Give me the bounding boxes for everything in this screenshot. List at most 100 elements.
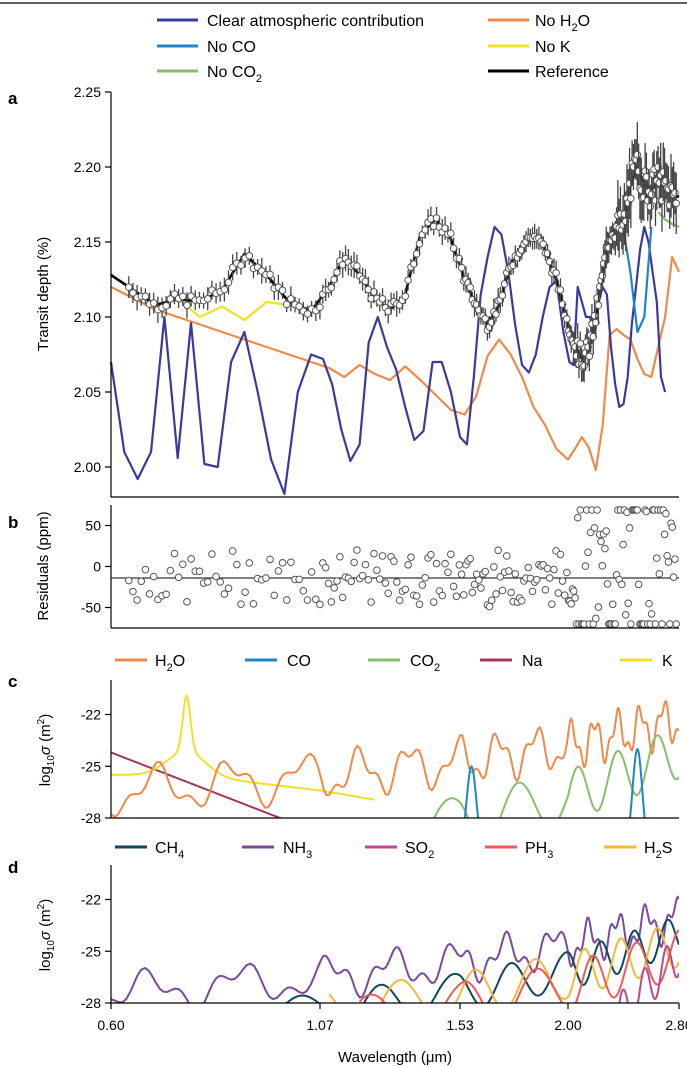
legend-c: H2O CO CO2 Na K [115,653,673,674]
residual-point [427,550,435,559]
residual-point [645,599,653,608]
residual-point [395,596,404,605]
panel-c-curves [111,694,679,818]
residual-point [299,587,308,595]
residual-point [307,568,316,576]
residual-point [651,620,660,628]
residual-point [303,596,312,604]
residual-point [556,550,565,559]
legend-label-no-co: No CO [207,39,256,56]
residual-point [669,573,678,581]
residual-point [367,598,375,606]
data-point [415,240,424,248]
residual-point [364,576,373,584]
residual-point [603,580,612,588]
residual-point [550,565,558,574]
residual-point [490,563,498,571]
residual-point [133,596,141,604]
no-h2o-line [110,255,680,472]
residual-point [455,561,464,569]
panel-a-y-ticks: 2.00 2.05 2.10 2.15 2.20 2.25 [74,84,111,475]
residual-point [336,552,344,561]
residual-point [658,620,666,628]
residual-point [671,555,679,563]
data-point [141,292,150,301]
data-point [203,295,212,303]
x-tick-label: 2.00 [554,1017,581,1033]
residual-point [602,527,611,535]
residual-point [392,578,401,586]
y-tick-label: 0 [93,559,101,575]
residual-point [324,579,333,588]
data-point [378,295,387,303]
residual-point [507,588,515,597]
residual-point [597,537,605,546]
residual-point [594,603,603,611]
residual-point [278,559,287,567]
residual-point [496,573,505,581]
y-tick-label: 2.25 [74,84,101,100]
panel-a-y-label: Transit depth (%) [35,237,52,352]
residual-point [457,570,466,579]
residual-point [541,585,550,594]
panel-d-y-ticks: -22 -25 -28 [81,892,111,1011]
residual-point [333,577,341,585]
residual-point [655,570,664,578]
residual-point [241,588,249,597]
y-tick-label: 50 [85,518,101,534]
residual-point [404,561,412,569]
residual-point [195,567,204,576]
residual-point [452,592,461,601]
no-co-line [622,226,653,334]
residual-point [584,548,592,557]
residual-point [554,589,563,597]
clear-line [109,225,667,496]
residual-point [672,620,681,628]
data-point [585,352,594,361]
panel-letter-b: b [8,513,18,532]
panel-c-y-label: log10σ (m2) [36,714,57,786]
residual-point [466,554,475,563]
data-point [446,229,455,238]
residual-point [505,567,513,575]
residual-point [166,566,175,575]
legend-a: Clear atmospheric contribution No CO No … [157,13,609,85]
residual-point [347,577,356,586]
residual-point [245,559,254,567]
panel-c: -22 -25 -28 log10σ (m2) [36,680,679,826]
panel-letter-a: a [8,89,18,108]
data-point [327,283,336,292]
residual-point [511,570,520,578]
data-point [316,303,324,312]
residual-point [149,572,158,581]
residual-point [373,566,381,574]
data-point [556,286,565,294]
data-point [594,301,603,310]
residual-point [327,598,336,606]
data-point [401,292,410,301]
residual-point [141,565,150,574]
residual-point [378,552,387,560]
data-point [590,311,599,320]
data-point [124,283,133,291]
residual-point [569,587,578,595]
data-point [220,285,229,294]
residual-point [576,506,585,514]
data-point [449,244,458,253]
residual-point [429,598,438,606]
residual-point [567,600,575,608]
y-tick-label: -50 [81,600,101,616]
data-point [589,332,598,341]
residual-point [212,572,220,581]
data-point [646,202,655,211]
residual-point [611,620,620,628]
residual-point [353,546,361,554]
legend-label-no-co2: No CO2 [207,64,262,85]
residual-point [642,507,651,516]
data-point [498,291,507,300]
legend-d: CH4 NH3 SO2 PH3 H2S [115,840,672,861]
residual-point [475,576,483,584]
residual-point [543,564,552,573]
residual-point [477,584,485,592]
data-point [563,315,571,323]
